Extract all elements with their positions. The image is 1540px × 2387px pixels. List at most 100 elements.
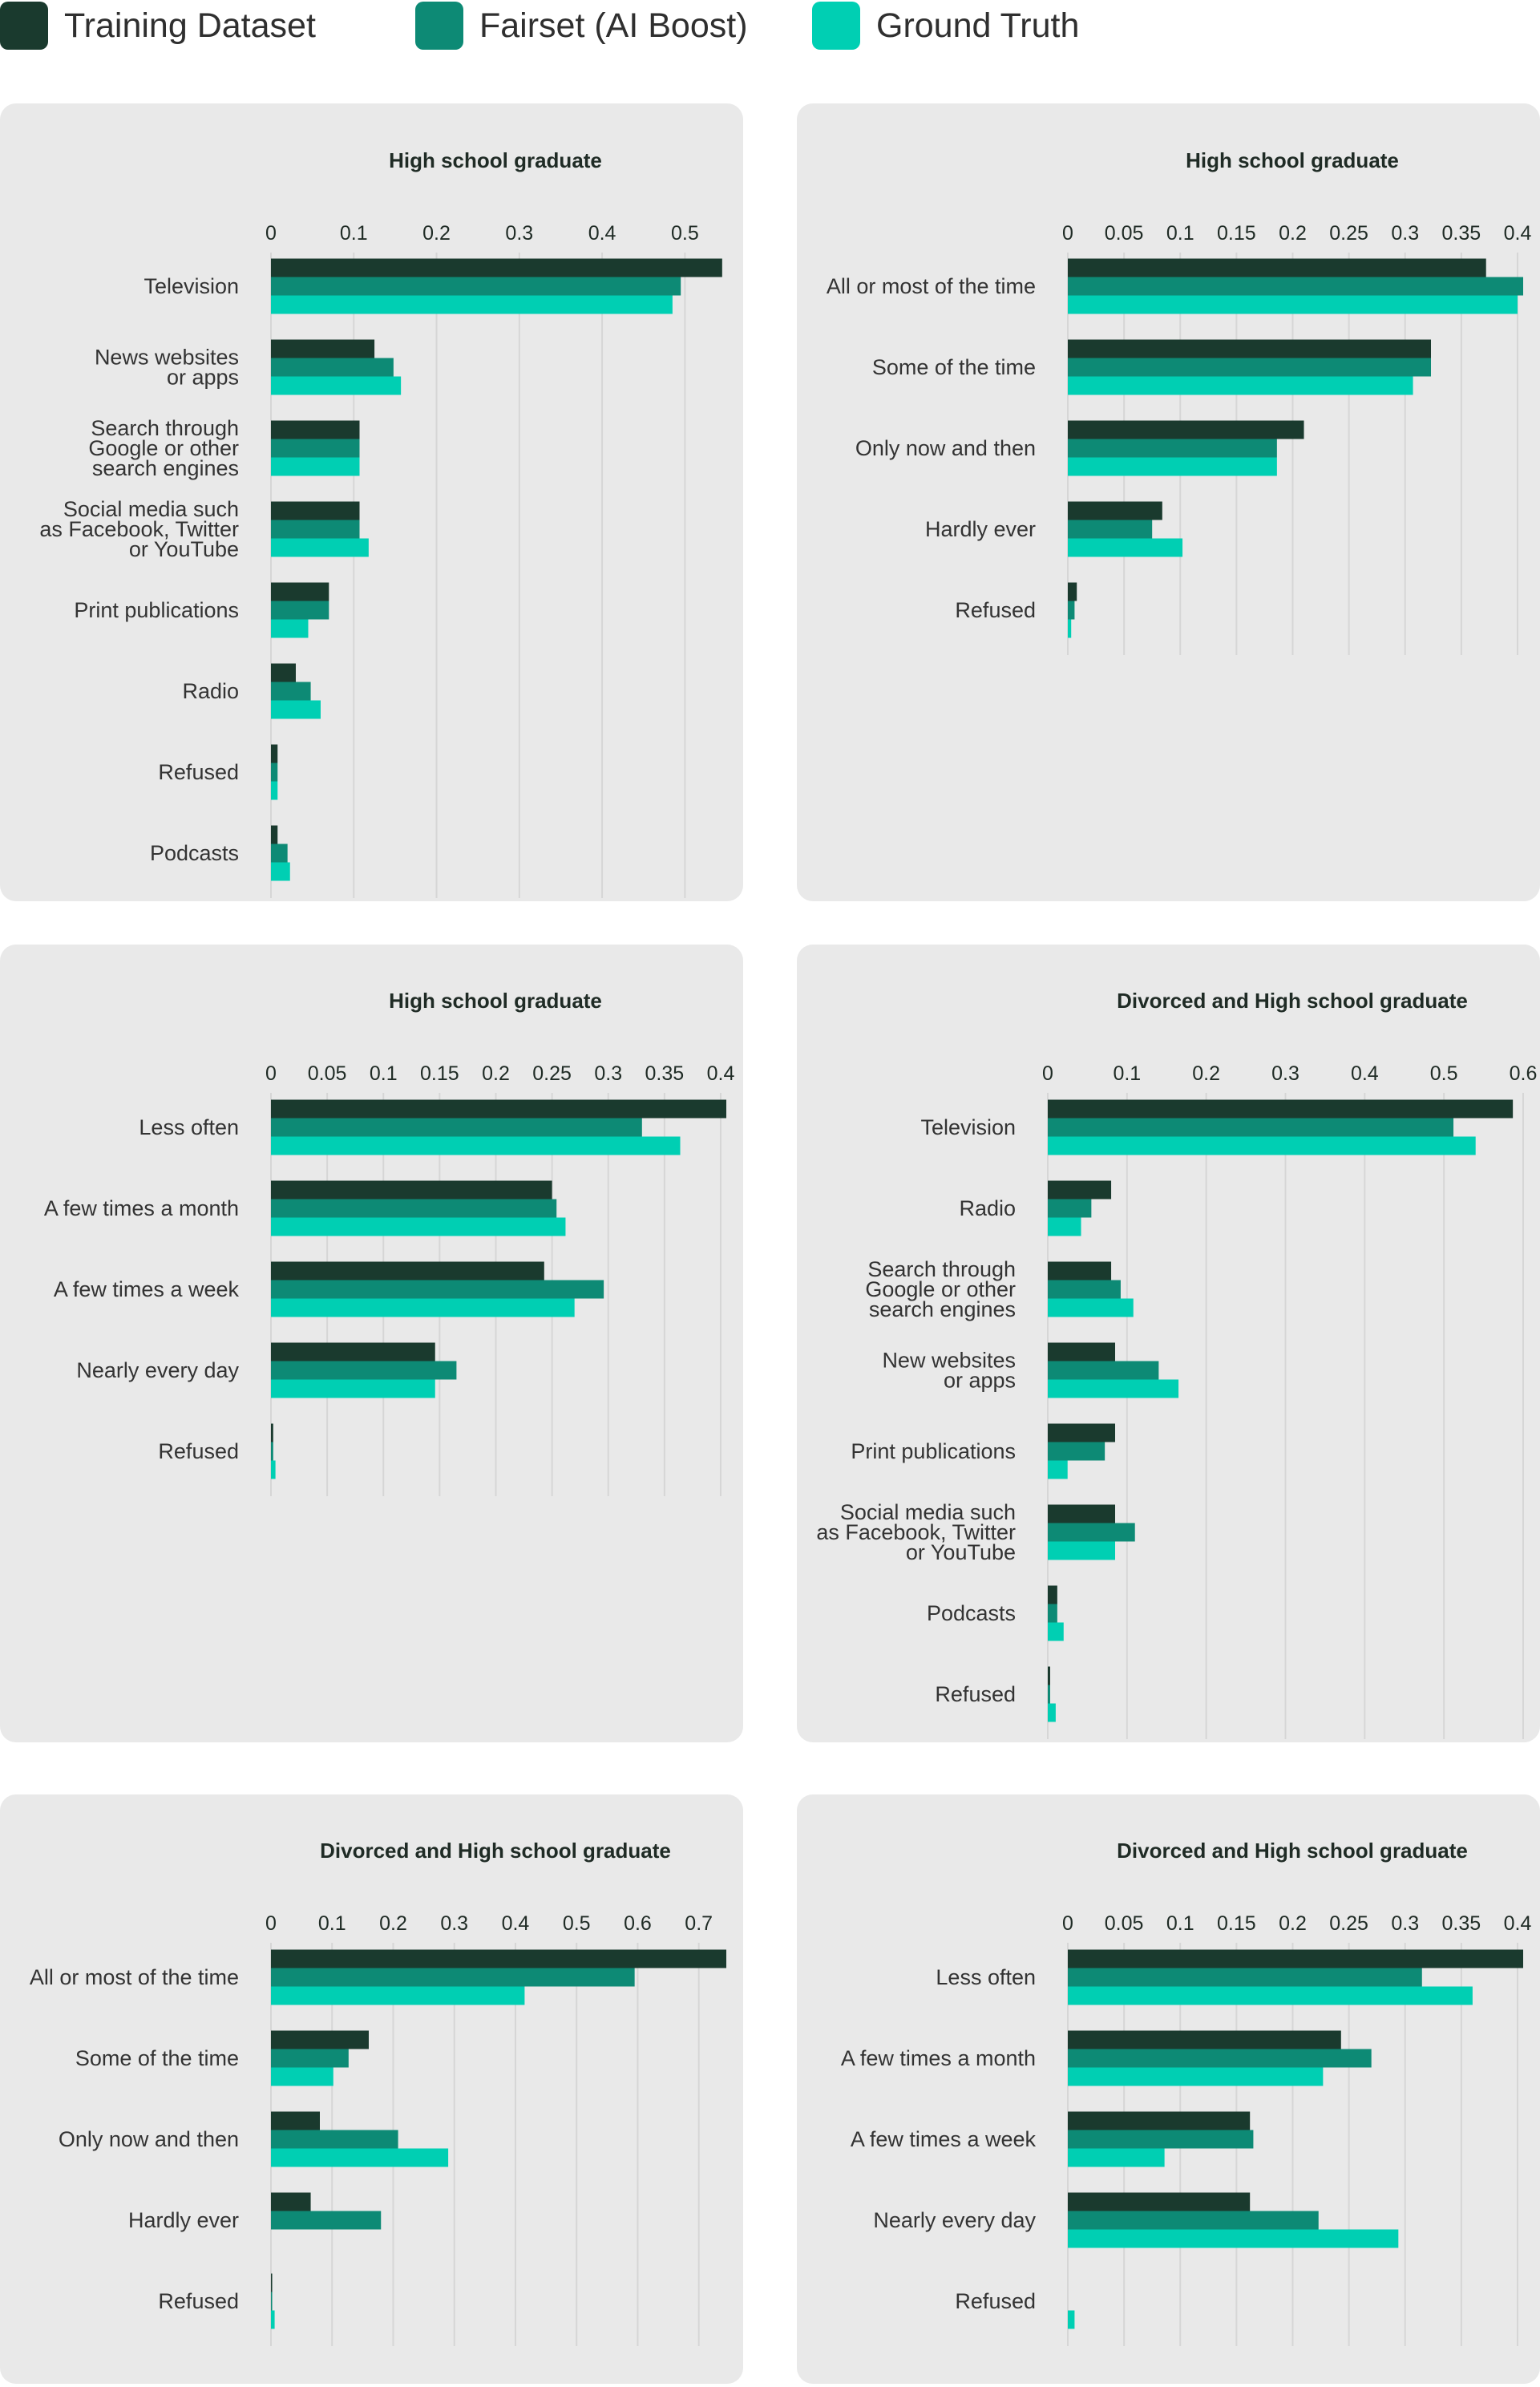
bar-ground-truth: [1048, 1379, 1179, 1398]
category-label: Podcasts: [150, 841, 239, 865]
bar-training-dataset: [1068, 2030, 1341, 2049]
x-tick-label: 0.2: [482, 1062, 510, 1085]
bar-training-dataset: [1068, 258, 1486, 277]
chart-panel-2: High school graduate 0 0.05 0.1 0.15 0.2 0.25 0…: [797, 103, 1540, 901]
chart-svg: Divorced and High school graduate 0 0.1 0.2…: [816, 989, 1538, 1739]
bar-ground-truth: [271, 538, 369, 557]
x-tick-label: 0.1: [1113, 1062, 1141, 1085]
legend: Training Dataset Fairset (AI Boost) Grou…: [0, 0, 1540, 55]
bar-fairset-ai-boost: [271, 601, 329, 620]
bar-ground-truth: [1068, 295, 1518, 314]
bar-training-dataset: [1048, 1423, 1116, 1442]
legend-swatch-training: [0, 2, 48, 50]
bar-ground-truth: [271, 619, 309, 638]
category-label: Refused: [158, 2289, 239, 2313]
bar-ground-truth: [271, 2310, 275, 2329]
x-tick-label: 0.35: [645, 1062, 685, 1085]
bar-fairset-ai-boost: [271, 358, 394, 377]
bar-fairset-ai-boost: [1068, 439, 1277, 458]
bar-training-dataset: [1068, 339, 1431, 358]
category-label: Podcasts: [927, 1601, 1016, 1625]
x-tick-label: 0: [265, 222, 277, 245]
bar-fairset-ai-boost: [1068, 1968, 1422, 1987]
bar-training-dataset: [1048, 1180, 1112, 1200]
x-tick-label: 0.15: [1217, 1912, 1256, 1935]
chart-title: Divorced and High school graduate: [1117, 1839, 1468, 1863]
bar-fairset-ai-boost: [271, 1442, 273, 1461]
category-label: New websites or apps: [882, 1349, 1016, 1393]
bar-fairset-ai-boost: [1068, 2211, 1319, 2230]
bar-ground-truth: [1068, 1986, 1473, 2005]
bar-ground-truth: [1068, 2067, 1324, 2086]
x-tick-label: 0: [1062, 1912, 1073, 1935]
category-label: Refused: [955, 2289, 1036, 2313]
category-label: Television: [143, 274, 239, 298]
bar-ground-truth: [1068, 619, 1072, 638]
legend-label-ground-truth: Ground Truth: [876, 6, 1080, 45]
x-tick-label: 0.3: [1391, 222, 1419, 245]
bar-training-dataset: [271, 1261, 544, 1280]
bar-fairset-ai-boost: [1048, 1280, 1121, 1299]
bar-ground-truth: [271, 1217, 566, 1236]
bar-fairset-ai-boost: [1068, 601, 1075, 620]
bar-training-dataset: [1048, 1504, 1116, 1523]
x-tick-label: 0.25: [1329, 222, 1368, 245]
chart-title: High school graduate: [1186, 148, 1399, 172]
x-tick-label: 0.6: [1510, 1062, 1538, 1085]
bar-training-dataset: [271, 2192, 311, 2211]
legend-swatch-fairset: [415, 2, 463, 50]
category-label: Less often: [139, 1115, 239, 1139]
category-label: Print publications: [851, 1439, 1016, 1463]
x-tick-label: 0.1: [340, 222, 368, 245]
bar-training-dataset: [1048, 1666, 1050, 1685]
bar-training-dataset: [1048, 1099, 1514, 1119]
x-tick-label: 0.35: [1442, 222, 1481, 245]
bar-ground-truth: [271, 376, 402, 395]
category-label: Less often: [936, 1965, 1036, 1989]
bar-ground-truth: [1068, 457, 1277, 476]
category-label: Radio: [182, 679, 239, 703]
category-label: Refused: [935, 1682, 1016, 1706]
category-label: Search through Google or other search engi…: [865, 1257, 1016, 1321]
x-tick-label: 0.3: [1271, 1062, 1300, 1085]
chart-panel-6: Divorced and High school graduate 0 0.05 0.…: [797, 1794, 1540, 2384]
x-tick-label: 0.7: [685, 1912, 713, 1935]
bar-training-dataset: [271, 663, 296, 682]
bar-fairset-ai-boost: [271, 1118, 642, 1137]
chart-title: Divorced and High school graduate: [320, 1839, 671, 1863]
bar-fairset-ai-boost: [271, 682, 311, 701]
x-tick-label: 0.2: [1279, 1912, 1307, 1935]
bar-fairset-ai-boost: [1048, 1685, 1050, 1704]
category-label: Print publications: [74, 598, 239, 622]
bar-training-dataset: [271, 501, 360, 520]
bar-training-dataset: [271, 1099, 726, 1119]
bar-ground-truth: [1068, 2148, 1165, 2167]
x-tick-label: 0.3: [1391, 1912, 1419, 1935]
x-tick-label: 0.25: [532, 1062, 572, 1085]
x-tick-label: 0.5: [1430, 1062, 1458, 1085]
x-tick-label: 0.2: [1192, 1062, 1220, 1085]
chart-panel-3: High school graduate 0 0.05 0.1 0.15 0.2 0.25 0…: [0, 945, 743, 1742]
bar-ground-truth: [271, 457, 360, 476]
legend-item-training: Training Dataset: [0, 2, 316, 50]
category-label: Social media such as Facebook, Twitter or …: [816, 1500, 1016, 1564]
bar-ground-truth: [1048, 1622, 1064, 1641]
bar-fairset-ai-boost: [1048, 1199, 1092, 1218]
bar-ground-truth: [1048, 1703, 1056, 1722]
category-label: All or most of the time: [827, 274, 1036, 298]
bar-fairset-ai-boost: [271, 1968, 635, 1987]
bar-fairset-ai-boost: [271, 1280, 604, 1299]
category-label: Only now and then: [855, 436, 1036, 460]
x-tick-label: 0.3: [505, 222, 533, 245]
x-tick-label: 0: [265, 1062, 277, 1085]
bar-training-dataset: [1048, 1585, 1057, 1604]
bar-fairset-ai-boost: [1048, 1118, 1454, 1137]
x-tick-label: 0.5: [563, 1912, 591, 1935]
x-tick-label: 0.25: [1329, 1912, 1368, 1935]
category-label: Hardly ever: [128, 2208, 239, 2232]
bar-training-dataset: [271, 1342, 435, 1361]
category-label: Nearly every day: [76, 1358, 239, 1382]
bar-training-dataset: [1048, 1342, 1116, 1361]
bar-ground-truth: [271, 862, 290, 881]
bar-training-dataset: [1048, 1261, 1112, 1280]
